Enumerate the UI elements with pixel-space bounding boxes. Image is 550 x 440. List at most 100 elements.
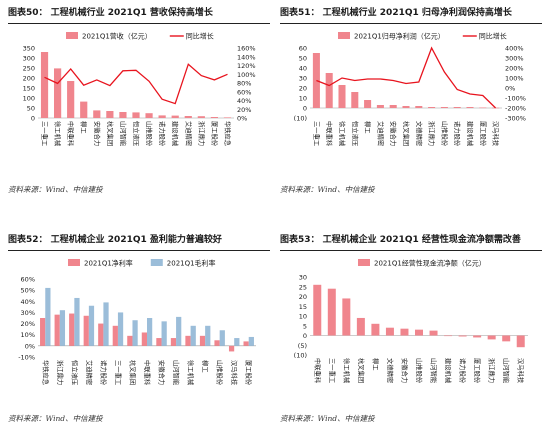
chart-title: 图表50： 工程机械行业 2021Q1 营收保持高增长 [8, 8, 213, 18]
category-label: 诺力股份 [459, 358, 468, 384]
bar-p52-1 [161, 321, 167, 346]
category-label: 厦工股份 [479, 121, 488, 147]
y-left-tick-label: 0% [25, 342, 35, 350]
category-label: 汉马科技 [517, 358, 526, 384]
legend-swatch-bar [150, 259, 163, 266]
y-left-tick-label: 40% [21, 298, 35, 306]
bar-p51-0 [376, 105, 384, 108]
category-label: 柳工 [80, 121, 89, 134]
legend-label: 2021Q1净利率 [84, 259, 133, 268]
bar-p53-0 [356, 317, 365, 336]
category-label: 三一重工 [114, 360, 122, 385]
bar-p53-0 [342, 298, 351, 336]
y-left-tick-label: 50 [27, 105, 35, 113]
category-label: 诺力股份 [453, 121, 462, 147]
bar-p52-0 [243, 341, 249, 346]
y-left-tick-label: 20 [299, 293, 307, 301]
source-note: 资料来源：Wind、中信建投 [8, 185, 103, 194]
y-left-tick-label: 150 [23, 85, 35, 93]
y-left-tick-label: 5 [303, 322, 307, 330]
category-label: 建设机械 [444, 358, 453, 384]
bar-p52-1 [45, 287, 51, 346]
y-right-tick-label: 60% [237, 88, 251, 96]
legend-label: 2021Q1营收（亿元） [82, 32, 152, 41]
growth-line [316, 46, 497, 109]
title-rule [280, 23, 542, 24]
y-left-tick-label: 15 [299, 303, 307, 311]
bar-p52-1 [190, 325, 196, 346]
y-left-tick-label: 30% [21, 309, 35, 317]
bar-p53-0 [502, 335, 511, 342]
bar-p53-0 [313, 284, 322, 336]
y-left-tick-label: -10% [18, 354, 35, 362]
title-rule [280, 250, 542, 251]
bar-p51-0 [325, 73, 333, 108]
bar-p53-0 [473, 335, 482, 338]
y-left-tick-label: 60% [21, 276, 35, 284]
y-left-tick-label: 0 [303, 105, 307, 113]
category-label: 浙江鼎力 [488, 358, 497, 383]
category-label: 中联重科 [67, 121, 76, 147]
category-label: 杭叉集团 [402, 121, 411, 146]
bar-p50-0 [93, 110, 101, 118]
bar-p50-0 [54, 68, 62, 118]
category-label: 厦工股份 [210, 121, 219, 147]
legend-label: 2021Q1毛利率 [167, 259, 216, 268]
bar-p50-0 [145, 113, 153, 118]
bar-p53-0 [400, 328, 409, 336]
bar-p53-0 [429, 330, 438, 336]
bar-p50-0 [40, 52, 49, 118]
category-label: 恒立液压 [351, 121, 360, 147]
category-label: 艾迪精密 [85, 360, 94, 386]
y-left-tick-label: (5) [298, 342, 307, 350]
y-left-tick-label: 10% [21, 331, 35, 339]
category-label: 中联重科 [143, 360, 152, 386]
bar-p52-0 [112, 325, 118, 346]
category-label: 柳工 [371, 358, 380, 371]
bar-p52-1 [88, 305, 95, 346]
net-profit-growth-chart: (10) 0 10 20 30 40 50 60 -300% -200% -100% 0% 100% 20… [294, 32, 526, 147]
source-note: 资料来源：Wind、中信建投 [280, 414, 375, 423]
growth-line [44, 63, 228, 105]
category-label: 柳工 [364, 121, 373, 134]
y-right-tick-label: 160% [237, 45, 256, 53]
panel-chart-50: 图表50： 工程机械行业 2021Q1 营收保持高增长 0 50 100 150 200… [8, 5, 270, 200]
bar-p52-0 [83, 315, 89, 346]
y-left-tick-label: 300 [23, 55, 35, 63]
y-right-tick-label: 0% [505, 85, 515, 93]
y-right-tick-label: 100% [237, 71, 256, 79]
bar-p52-1 [205, 325, 211, 346]
category-label: 徐工机械 [187, 360, 196, 386]
category-label: 恒立液压 [132, 121, 141, 147]
category-label: 山河智能 [119, 121, 128, 147]
category-label: 三一重工 [312, 121, 320, 146]
y-right-tick-label: 300% [505, 55, 524, 63]
y-right-tick-label: 140% [237, 53, 256, 61]
y-left-tick-label: 10 [299, 313, 307, 321]
bar-p50-0 [171, 115, 179, 118]
bar-p50-0 [119, 112, 127, 118]
y-left-tick-label: 0 [303, 332, 307, 340]
bar-p50-0 [223, 117, 232, 118]
y-left-tick-label: 250 [23, 65, 35, 73]
bar-p52-1 [147, 318, 153, 346]
revenue-growth-chart: 0501001502002503003500%20%40%60%80%100%1… [23, 32, 256, 147]
panel-chart-52: 图表52： 工程机械企业 2021Q1 盈利能力普遍较好 -10% 0% 10% 20… [8, 232, 270, 432]
category-label: 中联重科 [325, 121, 334, 147]
source-note: 资料来源：Wind、中信建投 [8, 414, 103, 423]
category-label: 艾迪精密 [376, 121, 385, 147]
category-label: 浙江鼎力 [56, 360, 65, 385]
legend-label: 同比增长 [479, 32, 507, 41]
bar-p50-0 [67, 81, 75, 118]
category-label: 安徽合力 [158, 360, 167, 385]
y-right-tick-label: 100% [505, 75, 524, 83]
bar-p52-0 [170, 338, 177, 346]
bar-p51-0 [415, 106, 423, 108]
bar-p52-0 [40, 318, 46, 346]
y-left-tick-label: (10) [294, 352, 307, 360]
bar-p52-0 [228, 345, 235, 352]
bar-p52-1 [234, 338, 240, 346]
bar-p52-0 [127, 335, 133, 346]
category-label: 建设机械 [466, 121, 475, 147]
category-label: 杭叉集团 [357, 358, 366, 383]
